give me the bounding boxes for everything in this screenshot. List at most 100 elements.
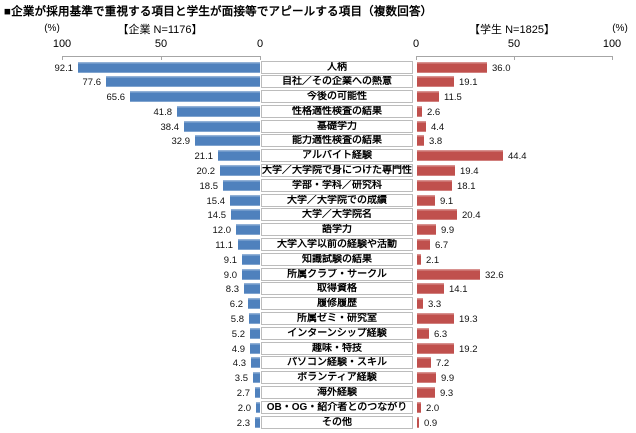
student-value-label: 9.9 (441, 373, 455, 385)
company-value-label: 20.2 (196, 166, 216, 178)
company-bar (230, 194, 260, 206)
chart-row: 38.4 基礎学力 4.4 (0, 119, 636, 134)
student-bar (417, 150, 503, 162)
company-value-label: 6.2 (229, 299, 243, 311)
category-label: 所属クラブ・サークル (261, 267, 413, 281)
company-bar (250, 327, 260, 339)
student-value-label: 44.4 (508, 151, 527, 163)
chart-row: 2.7 海外経験 9.3 (0, 386, 636, 401)
student-bar (417, 342, 454, 354)
category-label: 大学／大学院名 (261, 208, 413, 222)
student-value-label: 20.4 (462, 210, 481, 222)
student-bar (417, 209, 457, 221)
company-bar (255, 387, 260, 399)
chart-row: 15.4 大学／大学院での成績 9.1 (0, 193, 636, 208)
company-bar (255, 416, 260, 428)
company-bar (253, 372, 260, 384)
chart-row: 8.3 取得資格 14.1 (0, 282, 636, 297)
student-value-label: 9.1 (440, 195, 454, 207)
chart-row: 2.0 OB・OG・紹介者とのつながり 2.0 (0, 400, 636, 415)
right-axis-tickmark (514, 56, 515, 60)
company-bar (251, 357, 260, 369)
student-value-label: 3.3 (428, 299, 442, 311)
chart-row: 4.3 パソコン経験・スキル 7.2 (0, 356, 636, 371)
category-label: 履修履歴 (261, 297, 413, 311)
company-value-label: 77.6 (82, 77, 102, 89)
company-value-label: 32.9 (171, 136, 191, 148)
category-label: OB・OG・紹介者とのつながり (261, 400, 413, 414)
chart-row: 18.5 学部・学科／研究科 18.1 (0, 178, 636, 193)
company-value-label: 2.0 (237, 402, 251, 414)
company-value-label: 4.9 (231, 343, 245, 355)
company-value-label: 15.4 (206, 195, 226, 207)
category-label: 所属ゼミ・研究室 (261, 312, 413, 326)
company-value-label: 41.8 (153, 106, 173, 118)
company-bar (238, 239, 260, 251)
student-value-label: 19.3 (459, 314, 478, 326)
student-bar (417, 253, 421, 265)
company-bar (248, 298, 260, 310)
right-axis-tickmark (416, 56, 417, 60)
company-bar (242, 253, 260, 265)
student-value-label: 6.3 (434, 328, 448, 340)
category-label: アルバイト経験 (261, 149, 413, 163)
right-percent-unit: (%) (612, 23, 628, 34)
company-bar (242, 268, 260, 280)
company-bar (184, 120, 260, 132)
category-label: 知識試験の結果 (261, 252, 413, 266)
student-value-label: 2.6 (427, 106, 441, 118)
student-series-header: 【学生 N=1825】 (469, 24, 555, 36)
company-bar (231, 209, 260, 221)
company-bar (244, 283, 260, 295)
company-value-label: 5.8 (230, 314, 244, 326)
student-bar (417, 327, 429, 339)
category-label: インターンシップ経験 (261, 326, 413, 340)
category-label: 大学／大学院での成績 (261, 193, 413, 207)
chart-row: 92.1 人柄 36.0 (0, 60, 636, 75)
student-bar (417, 239, 430, 251)
category-label: 趣味・特技 (261, 341, 413, 355)
student-bar (417, 194, 435, 206)
student-bar (417, 76, 454, 88)
chart-row: 9.0 所属クラブ・サークル 32.6 (0, 267, 636, 282)
left-axis-tick-100: 100 (52, 38, 72, 50)
chart-row: 5.8 所属ゼミ・研究室 19.3 (0, 312, 636, 327)
chart-row: 4.9 趣味・特技 19.2 (0, 341, 636, 356)
student-value-label: 2.0 (426, 402, 440, 414)
company-bar (236, 224, 260, 236)
category-label: 基礎学力 (261, 119, 413, 133)
left-axis-tickmark (62, 56, 63, 60)
category-label: その他 (261, 415, 413, 429)
company-bar (223, 179, 260, 191)
student-bar (417, 135, 424, 147)
category-label: ボランティア経験 (261, 371, 413, 385)
student-value-label: 6.7 (435, 240, 449, 252)
student-bar (417, 268, 480, 280)
category-label: 大学入学以前の経験や活動 (261, 238, 413, 252)
category-label: 性格適性検査の結果 (261, 104, 413, 118)
company-value-label: 4.3 (232, 358, 246, 370)
student-bar (417, 61, 487, 73)
category-label: 学部・学科／研究科 (261, 178, 413, 192)
chart-row: 12.0 語学力 9.9 (0, 223, 636, 238)
company-bar (218, 150, 260, 162)
student-bar (417, 298, 423, 310)
company-value-label: 65.6 (106, 92, 126, 104)
student-bar (417, 401, 421, 413)
company-value-label: 2.7 (236, 388, 250, 400)
right-axis-tickmark (612, 56, 613, 60)
company-bar (256, 401, 260, 413)
chart-title: ■企業が採用基準で重視する項目と学生が面接等でアピールする項目（複数回答） (4, 6, 433, 18)
chart-row: 41.8 性格適性検査の結果 2.6 (0, 104, 636, 119)
chart-row: 9.1 知識試験の結果 2.1 (0, 252, 636, 267)
category-label: 海外経験 (261, 386, 413, 400)
right-axis-tick-100: 100 (602, 38, 622, 50)
company-bar (106, 76, 260, 88)
student-value-label: 36.0 (492, 62, 511, 74)
category-label: 語学力 (261, 223, 413, 237)
student-value-label: 7.2 (436, 358, 450, 370)
left-axis-tickmark (260, 56, 261, 60)
chart-row: 5.2 インターンシップ経験 6.3 (0, 326, 636, 341)
company-value-label: 2.3 (236, 417, 250, 429)
student-bar (417, 165, 455, 177)
